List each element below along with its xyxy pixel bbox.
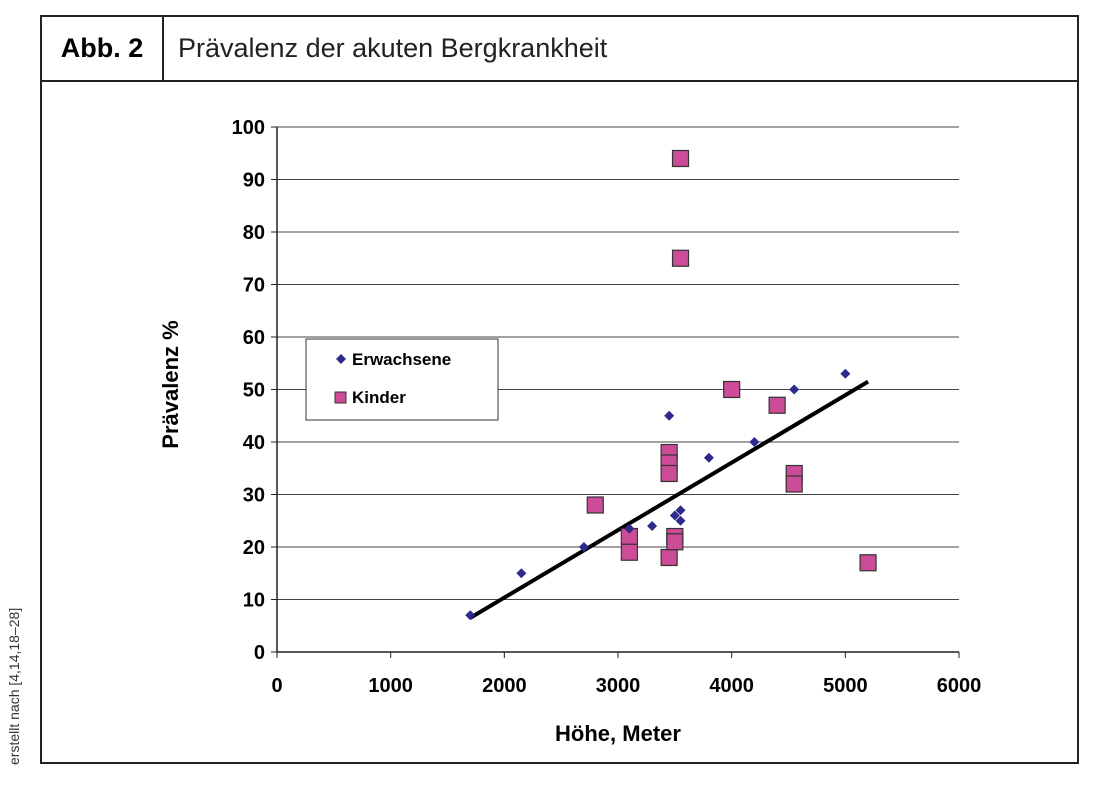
data-point-erwachsene	[675, 505, 686, 516]
data-point-kinder	[785, 475, 803, 493]
y-tick-label: 0	[254, 642, 265, 664]
y-tick-label: 10	[243, 590, 265, 612]
y-tick-label: 70	[243, 275, 265, 297]
data-point-kinder	[660, 548, 678, 567]
data-point-kinder	[660, 464, 678, 483]
y-axis-label: Prävalenz %	[158, 320, 183, 448]
data-point-erwachsene	[669, 510, 680, 521]
data-point-kinder	[768, 396, 786, 414]
data-point-erwachsene	[516, 568, 527, 579]
y-tick-label: 20	[243, 537, 265, 559]
y-tick-label: 50	[243, 380, 265, 402]
data-point-kinder	[620, 543, 638, 561]
x-tick-label: 5000	[823, 675, 868, 697]
data-point-kinder	[671, 149, 690, 168]
data-point-erwachsene	[749, 437, 760, 447]
data-point-erwachsene	[578, 542, 589, 552]
data-point-kinder	[671, 249, 690, 267]
y-tick-label: 100	[232, 117, 265, 139]
data-point-kinder	[859, 554, 877, 572]
x-tick-label: 4000	[709, 675, 754, 697]
data-point-kinder	[586, 496, 604, 514]
figure-header: Abb. 2 Prävalenz der akuten Bergkrankhei…	[42, 17, 1077, 82]
data-point-erwachsene	[647, 521, 658, 531]
legend-marker-erwachsene	[336, 354, 346, 364]
data-point-kinder	[723, 380, 741, 399]
data-point-erwachsene	[624, 523, 635, 534]
data-point-erwachsene	[789, 384, 800, 395]
x-axis-label: Höhe, Meter	[555, 721, 681, 746]
x-tick-label: 6000	[937, 675, 982, 697]
y-tick-label: 40	[243, 432, 265, 454]
y-tick-label: 30	[243, 485, 265, 507]
figure-label: Abb. 2	[42, 17, 164, 80]
data-point-erwachsene	[840, 368, 851, 379]
x-tick-label: 0	[271, 675, 282, 697]
data-point-erwachsene	[465, 610, 476, 621]
y-tick-label: 60	[243, 327, 265, 349]
figure-title: Prävalenz der akuten Bergkrankheit	[178, 33, 608, 63]
x-tick-label: 3000	[596, 675, 641, 697]
y-tick-label: 80	[243, 222, 265, 244]
legend	[305, 338, 499, 421]
data-point-erwachsene	[703, 452, 714, 463]
data-point-kinder	[666, 533, 684, 551]
legend-label-erwachsene: Erwachsene	[352, 350, 451, 369]
x-tick-label: 1000	[368, 675, 413, 697]
legend-marker-kinder	[334, 391, 347, 404]
data-point-erwachsene	[664, 410, 675, 421]
data-point-erwachsene	[675, 515, 686, 526]
x-tick-label: 2000	[482, 675, 527, 697]
figure-frame: Abb. 2 Prävalenz der akuten Bergkrankhei…	[40, 15, 1079, 764]
y-tick-label: 90	[243, 170, 265, 192]
trendline	[469, 379, 870, 620]
legend-label-kinder: Kinder	[352, 388, 406, 407]
